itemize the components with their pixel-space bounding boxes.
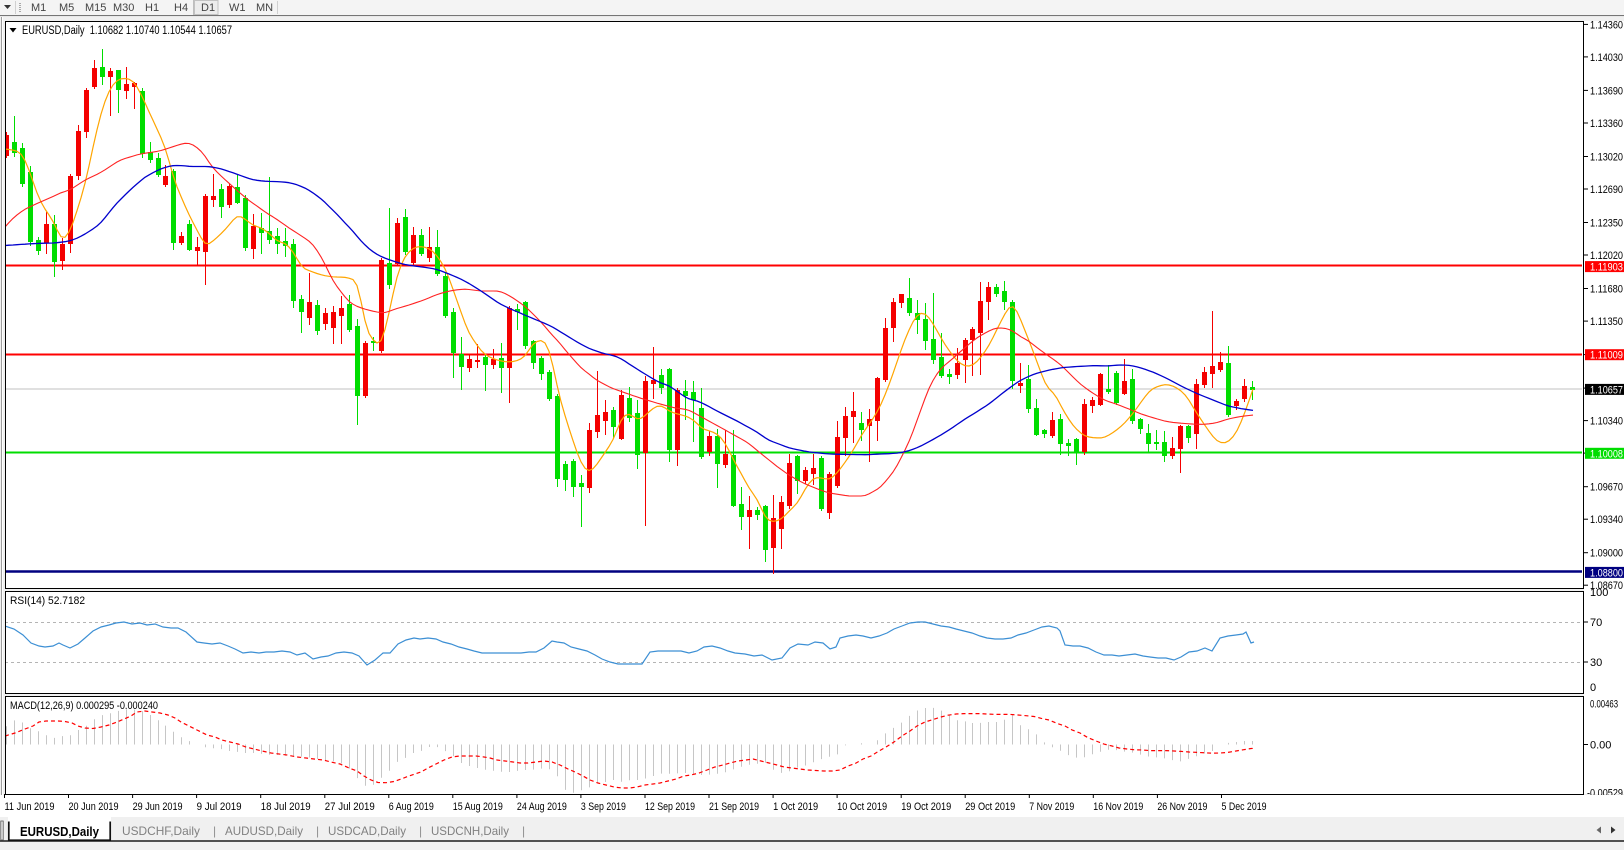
svg-text:H1: H1 (145, 2, 159, 14)
svg-text:20 Jun 2019: 20 Jun 2019 (69, 801, 119, 813)
svg-text:100: 100 (1590, 587, 1608, 599)
svg-text:|: | (419, 824, 422, 838)
svg-text:EURUSD,Daily 1.10682 1.10740: EURUSD,Daily 1.10682 1.10740 1.10544 1.1… (22, 25, 232, 37)
svg-text:USDCAD,Daily: USDCAD,Daily (328, 824, 406, 838)
svg-text:H4: H4 (174, 2, 188, 14)
svg-text:1.11903: 1.11903 (1590, 262, 1623, 274)
svg-text:10 Oct 2019: 10 Oct 2019 (837, 801, 887, 813)
svg-text:1.13360: 1.13360 (1590, 118, 1623, 130)
svg-text:1.12350: 1.12350 (1590, 218, 1623, 230)
svg-text:|: | (213, 824, 216, 838)
svg-text:11 Jun 2019: 11 Jun 2019 (5, 801, 55, 813)
svg-text:M5: M5 (59, 2, 74, 14)
svg-text:29 Oct 2019: 29 Oct 2019 (965, 801, 1015, 813)
svg-text:1.11350: 1.11350 (1590, 316, 1623, 328)
svg-text:1 Oct 2019: 1 Oct 2019 (773, 801, 818, 813)
svg-text:1.10008: 1.10008 (1590, 448, 1623, 460)
svg-text:1.09000: 1.09000 (1590, 548, 1623, 560)
svg-text:1.13690: 1.13690 (1590, 85, 1623, 97)
svg-text:1.10340: 1.10340 (1590, 416, 1623, 428)
svg-text:18 Jul 2019: 18 Jul 2019 (261, 801, 311, 813)
svg-text:16 Nov 2019: 16 Nov 2019 (1093, 801, 1143, 813)
svg-text:27 Jul 2019: 27 Jul 2019 (325, 801, 375, 813)
svg-text:6 Aug 2019: 6 Aug 2019 (389, 801, 434, 813)
svg-text:W1: W1 (229, 2, 246, 14)
svg-text:0.00: 0.00 (1590, 740, 1611, 752)
svg-text:EURUSD,Daily: EURUSD,Daily (20, 825, 99, 839)
svg-text:1.11009: 1.11009 (1590, 350, 1623, 362)
svg-text:19 Oct 2019: 19 Oct 2019 (901, 801, 951, 813)
svg-text:9 Jul 2019: 9 Jul 2019 (197, 801, 242, 813)
svg-text:1.11680: 1.11680 (1590, 284, 1623, 296)
svg-text:30: 30 (1590, 657, 1602, 669)
svg-text:D1: D1 (201, 2, 215, 14)
svg-text:1.09340: 1.09340 (1590, 514, 1623, 526)
svg-text:|: | (316, 824, 319, 838)
svg-text:0.00463: 0.00463 (1590, 698, 1618, 710)
svg-text:0: 0 (1590, 682, 1596, 694)
svg-text:70: 70 (1590, 617, 1602, 629)
svg-text:3 Sep 2019: 3 Sep 2019 (581, 801, 626, 813)
svg-text:1.08670: 1.08670 (1590, 580, 1623, 592)
svg-text:1.14030: 1.14030 (1590, 52, 1623, 64)
svg-text:MN: MN (256, 2, 273, 14)
svg-text:MACD(12,26,9) 0.000295 -0.0002: MACD(12,26,9) 0.000295 -0.000240 (10, 700, 158, 712)
svg-text:1.14360: 1.14360 (1590, 19, 1623, 31)
svg-text:1.09670: 1.09670 (1590, 482, 1623, 494)
svg-text:USDCNH,Daily: USDCNH,Daily (431, 824, 509, 838)
svg-text:M1: M1 (31, 2, 46, 14)
svg-text:24 Aug 2019: 24 Aug 2019 (517, 801, 567, 813)
svg-text:12 Sep 2019: 12 Sep 2019 (645, 801, 695, 813)
svg-text:26 Nov 2019: 26 Nov 2019 (1157, 801, 1207, 813)
svg-text:5 Dec 2019: 5 Dec 2019 (1222, 801, 1267, 813)
svg-text:AUDUSD,Daily: AUDUSD,Daily (225, 824, 303, 838)
svg-text:|: | (522, 824, 525, 838)
svg-text:1.12020: 1.12020 (1590, 250, 1623, 262)
svg-text:1.12690: 1.12690 (1590, 184, 1623, 196)
svg-text:M30: M30 (113, 2, 134, 14)
svg-text:1.08800: 1.08800 (1590, 567, 1623, 579)
svg-text:USDCHF,Daily: USDCHF,Daily (122, 824, 200, 838)
svg-text:1.13020: 1.13020 (1590, 152, 1623, 164)
svg-text:1.10657: 1.10657 (1590, 384, 1623, 396)
svg-text:7 Nov 2019: 7 Nov 2019 (1029, 801, 1074, 813)
svg-text:29 Jun 2019: 29 Jun 2019 (133, 801, 183, 813)
svg-text:21 Sep 2019: 21 Sep 2019 (709, 801, 759, 813)
svg-text:RSI(14) 52.7182: RSI(14) 52.7182 (10, 595, 85, 607)
svg-text:15 Aug 2019: 15 Aug 2019 (453, 801, 503, 813)
svg-text:M15: M15 (85, 2, 106, 14)
